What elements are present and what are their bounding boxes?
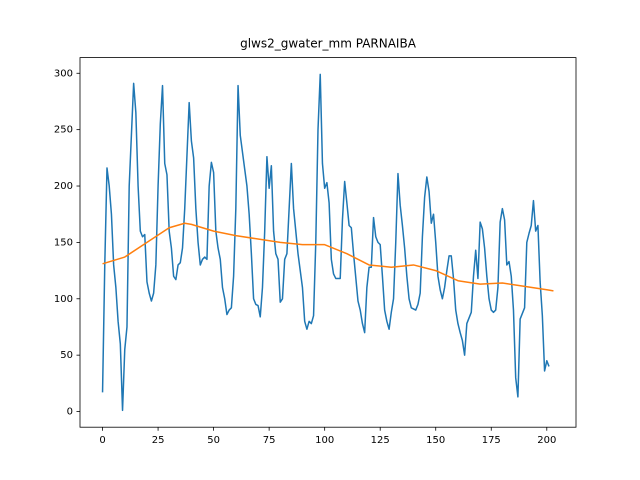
x-tick-label: 0 xyxy=(99,435,105,446)
chart-title: glws2_gwater_mm PARNAIBA xyxy=(240,37,417,51)
data-line xyxy=(102,222,554,292)
data-line xyxy=(101,73,550,412)
plot-frame xyxy=(79,57,577,428)
x-tick-label: 25 xyxy=(152,435,165,446)
x-tick-label: 150 xyxy=(426,435,445,446)
y-tick-label: 150 xyxy=(54,237,73,248)
y-tick-label: 250 xyxy=(54,125,73,136)
x-tick-label: 100 xyxy=(315,435,334,446)
y-tick-label: 50 xyxy=(60,350,73,361)
x-tick-label: 200 xyxy=(537,435,556,446)
x-tick-label: 75 xyxy=(263,435,276,446)
x-tick-label: 50 xyxy=(207,435,220,446)
x-tick-label: 175 xyxy=(482,435,501,446)
y-tick-label: 0 xyxy=(67,407,73,418)
y-tick-label: 100 xyxy=(54,294,73,305)
x-tick-label: 125 xyxy=(371,435,390,446)
y-tick-label: 300 xyxy=(54,68,73,79)
y-tick-label: 200 xyxy=(54,181,73,192)
